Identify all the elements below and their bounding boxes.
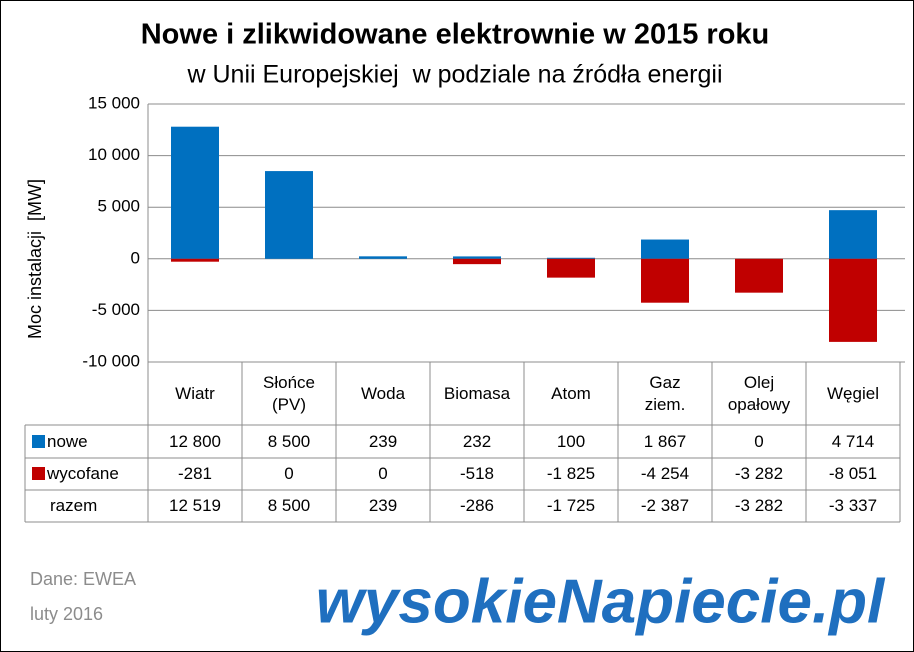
bar <box>453 256 501 259</box>
y-tick-label: -5 000 <box>92 300 140 319</box>
bar <box>641 258 689 303</box>
source: Dane: EWEA <box>30 569 136 589</box>
category-label: Woda <box>360 383 406 403</box>
table-value: 12 800 <box>169 431 221 451</box>
table-value: -286 <box>459 496 495 515</box>
table-value: 0 <box>378 464 388 483</box>
table-value: 239 <box>368 496 398 515</box>
bar <box>829 210 877 259</box>
logo: wysokieNapiecie.pl <box>316 567 886 636</box>
table-value: 239 <box>368 431 398 451</box>
table-value: -8 051 <box>828 464 878 483</box>
bar <box>547 258 595 278</box>
table-value: 1 867 <box>643 431 687 451</box>
table-value: 0 <box>754 431 764 451</box>
table-value: -1 725 <box>546 496 596 515</box>
table-value: 100 <box>556 431 586 451</box>
table-value: 4 714 <box>831 431 875 451</box>
table-value: -3 337 <box>828 496 878 515</box>
bar <box>829 258 877 342</box>
y-tick-label: 10 000 <box>88 145 140 164</box>
bar <box>641 239 689 259</box>
legend-label: razem <box>50 496 98 515</box>
table-value: -1 825 <box>546 464 596 483</box>
table-value: -3 282 <box>734 496 784 515</box>
bar <box>547 257 595 259</box>
table-value: 8 500 <box>267 496 311 515</box>
category-label: Wiatr <box>175 383 215 403</box>
category-label: Olej opałowy <box>727 372 791 414</box>
legend-swatch <box>32 434 45 448</box>
category-label: Gaz ziem. <box>644 372 686 414</box>
category-label: Słońce (PV) <box>263 372 315 414</box>
legend-swatch <box>32 467 45 480</box>
bar <box>171 126 219 259</box>
bar <box>735 258 783 293</box>
table-value: -281 <box>177 464 213 483</box>
y-axis-label: Moc instalacji [MW] <box>25 179 45 339</box>
table-value: 12 519 <box>169 496 221 515</box>
table-value: 0 <box>284 464 294 483</box>
category-label: Atom <box>551 383 591 403</box>
bar <box>171 258 219 262</box>
table-value: -2 387 <box>640 496 690 515</box>
y-tick-label: 5 000 <box>97 197 140 216</box>
table-value: -518 <box>459 464 495 483</box>
table-value: 8 500 <box>267 431 311 451</box>
legend-label: nowe <box>47 431 88 451</box>
category-label: Węgiel <box>827 383 879 403</box>
date: luty 2016 <box>30 604 103 624</box>
table-value: -3 282 <box>734 464 784 483</box>
y-tick-label: 0 <box>131 248 140 267</box>
table-value: -4 254 <box>640 464 690 483</box>
chart-title: Nowe i zlikwidowane elektrownie w 2015 r… <box>141 19 770 51</box>
y-tick-label: -10 000 <box>82 351 140 370</box>
table-value: 232 <box>462 431 492 451</box>
bar <box>453 258 501 265</box>
chart-subtitle: w Unii Europejskiej w podziale na źródła… <box>187 61 723 89</box>
bar <box>265 171 313 259</box>
y-tick-label: 15 000 <box>88 93 140 112</box>
category-label: Biomasa <box>443 383 511 403</box>
legend-label: wycofane <box>47 464 119 483</box>
bar <box>359 256 407 259</box>
